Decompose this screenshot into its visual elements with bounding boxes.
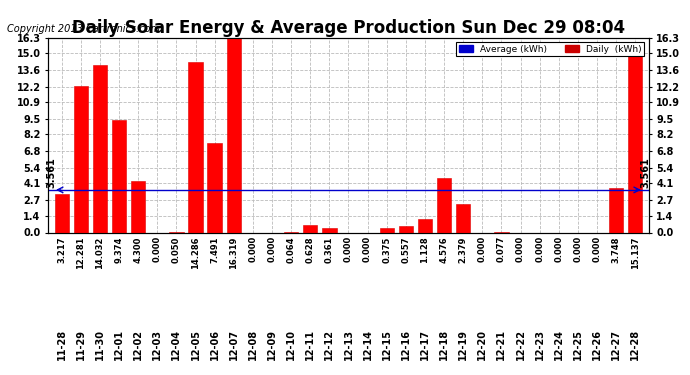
Text: 0.000: 0.000 [516, 236, 525, 262]
Text: 12-21: 12-21 [496, 329, 506, 360]
Text: 12-24: 12-24 [554, 329, 564, 360]
Bar [74, 86, 88, 232]
Title: Daily Solar Energy & Average Production Sun Dec 29 08:04: Daily Solar Energy & Average Production … [72, 20, 625, 38]
Bar [437, 178, 451, 232]
Bar [380, 228, 394, 232]
Text: 12-04: 12-04 [171, 329, 181, 360]
Bar [92, 64, 107, 232]
Text: 12-23: 12-23 [535, 329, 544, 360]
Text: 12-10: 12-10 [286, 329, 296, 360]
Text: 1.128: 1.128 [420, 236, 429, 263]
Bar [112, 120, 126, 232]
Text: 12-28: 12-28 [630, 329, 640, 360]
Text: 12-17: 12-17 [420, 329, 430, 360]
Text: 12-18: 12-18 [439, 329, 449, 360]
Text: 12-27: 12-27 [611, 329, 621, 360]
Bar [609, 188, 623, 232]
Text: 0.000: 0.000 [152, 236, 161, 262]
Bar [131, 181, 146, 232]
Text: 12-16: 12-16 [401, 329, 411, 360]
Text: 7.491: 7.491 [210, 236, 219, 263]
Text: 11-29: 11-29 [76, 329, 86, 360]
Text: 0.000: 0.000 [535, 236, 544, 262]
Text: 3.561: 3.561 [641, 158, 651, 188]
Text: 0.000: 0.000 [554, 236, 563, 262]
Text: 14.286: 14.286 [191, 236, 200, 269]
Text: 12-15: 12-15 [382, 329, 392, 360]
Text: 12-01: 12-01 [114, 329, 124, 360]
Text: 3.217: 3.217 [57, 236, 66, 263]
Bar [188, 62, 203, 232]
Bar [399, 226, 413, 232]
Text: 0.361: 0.361 [325, 236, 334, 263]
Text: 0.064: 0.064 [286, 236, 295, 263]
Text: 12-02: 12-02 [133, 329, 143, 360]
Text: 11-30: 11-30 [95, 329, 105, 360]
Text: 12-08: 12-08 [248, 329, 258, 360]
Text: 0.000: 0.000 [248, 236, 257, 262]
Text: 12-11: 12-11 [305, 329, 315, 360]
Text: 4.576: 4.576 [440, 236, 449, 263]
Text: 14.032: 14.032 [95, 236, 104, 268]
Text: 12-07: 12-07 [229, 329, 239, 360]
Text: 0.000: 0.000 [477, 236, 486, 262]
Text: 12-26: 12-26 [592, 329, 602, 360]
Bar [456, 204, 471, 232]
Text: 12-14: 12-14 [362, 329, 373, 360]
Bar [303, 225, 317, 232]
Text: 0.000: 0.000 [344, 236, 353, 262]
Text: 0.000: 0.000 [573, 236, 582, 262]
Text: 9.374: 9.374 [115, 236, 124, 262]
Legend: Average (kWh), Daily  (kWh): Average (kWh), Daily (kWh) [457, 42, 644, 56]
Text: 12-03: 12-03 [152, 329, 162, 360]
Text: 3.561: 3.561 [46, 158, 56, 188]
Text: 2.379: 2.379 [459, 236, 468, 262]
Text: 3.748: 3.748 [611, 236, 620, 262]
Text: 0.000: 0.000 [363, 236, 372, 262]
Bar [322, 228, 337, 232]
Text: 0.000: 0.000 [268, 236, 277, 262]
Text: 12-12: 12-12 [324, 329, 335, 360]
Text: 0.557: 0.557 [402, 236, 411, 263]
Text: 12-06: 12-06 [210, 329, 219, 360]
Bar [417, 219, 432, 232]
Text: 12-20: 12-20 [477, 329, 487, 360]
Bar [208, 143, 221, 232]
Text: 15.137: 15.137 [631, 236, 640, 268]
Text: 16.319: 16.319 [229, 236, 238, 268]
Text: 0.375: 0.375 [382, 236, 391, 262]
Text: 0.050: 0.050 [172, 236, 181, 262]
Text: 0.628: 0.628 [306, 236, 315, 263]
Bar [55, 194, 69, 232]
Text: 4.300: 4.300 [134, 236, 143, 262]
Bar [226, 37, 241, 232]
Text: 12-22: 12-22 [515, 329, 526, 360]
Text: 12.281: 12.281 [77, 236, 86, 269]
Text: 12-09: 12-09 [267, 329, 277, 360]
Text: 12-05: 12-05 [190, 329, 201, 360]
Text: 12-13: 12-13 [344, 329, 353, 360]
Text: 12-19: 12-19 [458, 329, 468, 360]
Text: 11-28: 11-28 [57, 329, 67, 360]
Text: Copyright 2013 Cartronics.com: Copyright 2013 Cartronics.com [7, 24, 160, 34]
Text: 12-25: 12-25 [573, 329, 583, 360]
Bar [628, 51, 642, 232]
Text: 0.077: 0.077 [497, 236, 506, 262]
Text: 0.000: 0.000 [593, 236, 602, 262]
